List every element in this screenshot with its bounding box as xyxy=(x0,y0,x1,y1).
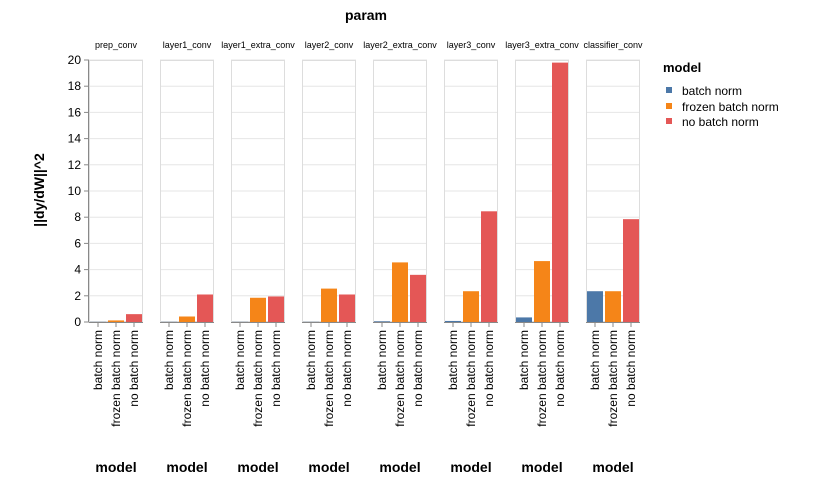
y-tick-label: 16 xyxy=(68,105,82,119)
x-axis-title: model xyxy=(237,459,278,475)
bar-batch-norm xyxy=(516,317,532,322)
x-tick-label: frozen batch norm xyxy=(393,330,407,427)
x-tick-label: batch norm xyxy=(375,330,389,390)
bar-no-batch-norm xyxy=(268,296,284,322)
bar-no-batch-norm xyxy=(481,211,497,322)
x-tick-label: frozen batch norm xyxy=(109,330,123,427)
x-tick-label: frozen batch norm xyxy=(464,330,478,427)
legend-swatch-batch-norm xyxy=(666,87,672,93)
legend-swatch-frozen-batch-norm xyxy=(666,103,672,109)
x-axis-title: model xyxy=(308,459,349,475)
x-tick-label: no batch norm xyxy=(411,330,425,407)
bar-frozen-batch-norm xyxy=(108,320,124,322)
facet-label: prep_conv xyxy=(95,40,138,50)
x-tick-label: batch norm xyxy=(304,330,318,390)
x-axis-title: model xyxy=(95,459,136,475)
y-tick-label: 4 xyxy=(74,263,81,277)
bar-frozen-batch-norm xyxy=(534,261,550,322)
x-tick-label: frozen batch norm xyxy=(251,330,265,427)
bar-frozen-batch-norm xyxy=(321,288,337,322)
x-tick-label: no batch norm xyxy=(624,330,638,407)
x-tick-label: frozen batch norm xyxy=(322,330,336,427)
y-tick-label: 14 xyxy=(68,132,82,146)
bar-batch-norm xyxy=(374,321,390,322)
x-tick-label: batch norm xyxy=(588,330,602,390)
bar-no-batch-norm xyxy=(552,62,568,323)
x-tick-label: frozen batch norm xyxy=(180,330,194,427)
y-tick-label: 20 xyxy=(68,53,82,67)
y-tick-label: 12 xyxy=(68,158,82,172)
bar-no-batch-norm xyxy=(623,219,639,322)
bar-frozen-batch-norm xyxy=(392,262,408,322)
legend-title: model xyxy=(663,60,701,75)
chart-title: param xyxy=(345,7,387,23)
x-tick-label: batch norm xyxy=(446,330,460,390)
x-tick-label: no batch norm xyxy=(553,330,567,407)
bar-frozen-batch-norm xyxy=(463,291,479,322)
y-tick-label: 18 xyxy=(68,79,82,93)
bar-no-batch-norm xyxy=(410,274,426,322)
y-axis: 0 2 4 6 8 10 12 14 16 18 20 xyxy=(68,53,89,329)
facet-label: layer3_extra_conv xyxy=(505,40,579,50)
legend-swatch-no-batch-norm xyxy=(666,118,672,124)
x-tick-label: no batch norm xyxy=(269,330,283,407)
legend-label-batch-norm: batch norm xyxy=(682,84,742,98)
bar-batch-norm xyxy=(445,320,461,322)
x-tick-label: no batch norm xyxy=(482,330,496,407)
y-tick-label: 10 xyxy=(68,184,82,198)
y-tick-label: 6 xyxy=(74,236,81,250)
x-tick-label: batch norm xyxy=(162,330,176,390)
y-tick-label: 2 xyxy=(74,289,81,303)
facet-label: layer2_extra_conv xyxy=(363,40,437,50)
facet-label: layer1_conv xyxy=(163,40,212,50)
x-axis-title: model xyxy=(379,459,420,475)
legend: model batch norm frozen batch norm no ba… xyxy=(663,60,779,129)
x-axis-title: model xyxy=(592,459,633,475)
x-tick-label: no batch norm xyxy=(198,330,212,407)
x-axis-title: model xyxy=(450,459,491,475)
x-tick-label: batch norm xyxy=(233,330,247,390)
legend-label-no-batch-norm: no batch norm xyxy=(682,115,759,129)
x-axis-title: model xyxy=(166,459,207,475)
bar-frozen-batch-norm xyxy=(250,297,266,322)
x-tick-label: no batch norm xyxy=(127,330,141,407)
bar-frozen-batch-norm xyxy=(605,291,621,322)
x-tick-label: frozen batch norm xyxy=(606,330,620,427)
y-axis-label: ||dy/dW||^2 xyxy=(31,153,47,227)
x-axis-title: model xyxy=(521,459,562,475)
facet-label: layer3_conv xyxy=(447,40,496,50)
x-tick-label: no batch norm xyxy=(340,330,354,407)
facet-label: classifier_conv xyxy=(583,40,643,50)
bar-no-batch-norm xyxy=(126,314,142,322)
bar-frozen-batch-norm xyxy=(179,316,195,322)
x-tick-label: batch norm xyxy=(91,330,105,390)
y-tick-label: 0 xyxy=(74,315,81,329)
x-tick-label: batch norm xyxy=(517,330,531,390)
bar-no-batch-norm xyxy=(197,294,213,322)
legend-label-frozen-batch-norm: frozen batch norm xyxy=(682,100,779,114)
x-tick-label: frozen batch norm xyxy=(535,330,549,427)
bar-batch-norm xyxy=(587,291,603,322)
facet-label: layer1_extra_conv xyxy=(221,40,295,50)
y-tick-label: 8 xyxy=(74,210,81,224)
facet-label: layer2_conv xyxy=(305,40,354,50)
bar-no-batch-norm xyxy=(339,294,355,322)
